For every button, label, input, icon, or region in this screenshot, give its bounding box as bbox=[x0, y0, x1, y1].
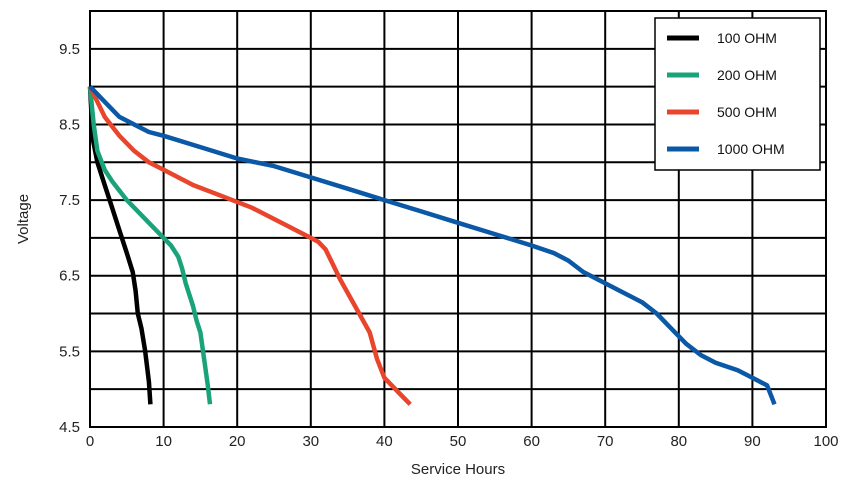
legend-box bbox=[654, 17, 821, 171]
x-axis-title: Service Hours bbox=[411, 461, 505, 478]
x-tick-label: 40 bbox=[376, 433, 393, 450]
y-axis-ticks: 4.5 5.5 6.5 7.5 8.5 9.5 bbox=[59, 41, 80, 436]
y-tick-label: 5.5 bbox=[59, 343, 80, 360]
series-line-200-ohm bbox=[87, 86, 213, 405]
y-tick-label: 7.5 bbox=[59, 192, 80, 209]
x-tick-label: 10 bbox=[155, 433, 172, 450]
series-line-500-ohm bbox=[87, 85, 412, 406]
legend: 100 OHM 200 OHM 500 OHM 1000 OHM bbox=[654, 17, 821, 171]
y-tick-label: 9.5 bbox=[59, 41, 80, 58]
x-tick-label: 100 bbox=[813, 433, 838, 450]
legend-label: 200 OHM bbox=[717, 67, 777, 83]
y-tick-label: 8.5 bbox=[59, 116, 80, 133]
legend-label: 100 OHM bbox=[717, 30, 777, 46]
y-tick-label: 6.5 bbox=[59, 268, 80, 285]
legend-label: 1000 OHM bbox=[717, 141, 785, 157]
x-tick-label: 30 bbox=[302, 433, 319, 450]
grid bbox=[89, 11, 827, 427]
x-tick-label: 70 bbox=[597, 433, 614, 450]
x-tick-label: 90 bbox=[744, 433, 761, 450]
x-tick-label: 0 bbox=[86, 433, 94, 450]
legend-label: 500 OHM bbox=[717, 104, 777, 120]
x-tick-label: 20 bbox=[229, 433, 246, 450]
x-tick-label: 60 bbox=[523, 433, 540, 450]
series-line-1000-ohm bbox=[88, 85, 777, 406]
series-line-100-ohm bbox=[87, 86, 153, 405]
x-tick-label: 50 bbox=[450, 433, 467, 450]
y-axis-title: Voltage bbox=[15, 194, 32, 244]
x-axis-ticks: 0 10 20 30 40 50 60 70 80 90 100 bbox=[86, 433, 839, 450]
y-tick-label: 4.5 bbox=[59, 419, 80, 436]
series-lines bbox=[87, 85, 777, 406]
x-tick-label: 80 bbox=[670, 433, 687, 450]
